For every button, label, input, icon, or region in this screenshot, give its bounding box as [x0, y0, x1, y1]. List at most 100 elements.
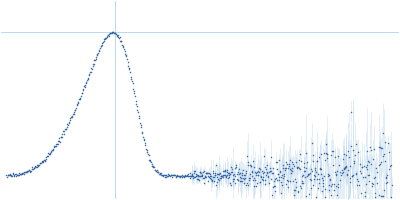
Point [272, 177, 278, 181]
Point [164, 174, 170, 177]
Point [279, 174, 285, 177]
Point [77, 97, 84, 100]
Point [381, 152, 387, 156]
Point [302, 169, 308, 172]
Point [220, 169, 226, 172]
Point [286, 163, 292, 166]
Point [244, 181, 250, 184]
Point [27, 170, 33, 173]
Point [335, 154, 341, 157]
Point [104, 35, 110, 39]
Point [61, 129, 68, 132]
Point [216, 173, 222, 176]
Point [29, 167, 36, 170]
Point [240, 168, 246, 172]
Point [227, 173, 233, 176]
Point [67, 117, 74, 120]
Point [60, 132, 67, 135]
Point [200, 170, 206, 174]
Point [105, 33, 111, 36]
Point [243, 171, 249, 175]
Point [273, 176, 280, 179]
Point [32, 165, 38, 169]
Point [362, 182, 369, 185]
Point [67, 118, 73, 122]
Point [241, 177, 247, 180]
Point [313, 170, 319, 173]
Point [216, 176, 223, 180]
Point [287, 167, 293, 171]
Point [297, 152, 304, 155]
Point [138, 130, 145, 133]
Point [114, 34, 120, 37]
Point [274, 161, 280, 164]
Point [51, 145, 57, 149]
Point [242, 176, 248, 179]
Point [229, 167, 235, 171]
Point [377, 146, 383, 149]
Point [332, 174, 339, 177]
Point [235, 179, 242, 182]
Point [254, 169, 261, 172]
Point [219, 174, 226, 177]
Point [141, 139, 148, 142]
Point [234, 171, 241, 174]
Point [191, 171, 197, 174]
Point [14, 174, 21, 177]
Point [217, 171, 223, 175]
Point [153, 168, 160, 171]
Point [197, 170, 203, 174]
Point [242, 169, 249, 173]
Point [146, 158, 152, 161]
Point [270, 171, 276, 174]
Point [42, 158, 48, 161]
Point [135, 111, 141, 114]
Point [346, 176, 353, 179]
Point [244, 155, 250, 158]
Point [278, 191, 285, 194]
Point [263, 172, 270, 175]
Point [340, 166, 347, 169]
Point [303, 194, 309, 197]
Point [240, 176, 246, 179]
Point [304, 175, 310, 178]
Point [380, 131, 386, 134]
Point [48, 149, 54, 153]
Point [199, 174, 206, 177]
Point [366, 161, 372, 164]
Point [180, 175, 186, 178]
Point [192, 175, 198, 179]
Point [319, 177, 326, 180]
Point [292, 160, 299, 164]
Point [220, 173, 227, 176]
Point [335, 182, 342, 185]
Point [364, 150, 370, 153]
Point [177, 175, 183, 179]
Point [157, 172, 163, 175]
Point [11, 175, 17, 178]
Point [8, 174, 15, 177]
Point [208, 178, 214, 181]
Point [144, 151, 150, 154]
Point [316, 177, 322, 181]
Point [351, 160, 358, 163]
Point [374, 171, 380, 174]
Point [215, 178, 222, 181]
Point [240, 181, 247, 184]
Point [192, 174, 199, 177]
Point [355, 179, 361, 182]
Point [347, 164, 354, 167]
Point [306, 172, 312, 175]
Point [177, 174, 184, 177]
Point [48, 150, 54, 154]
Point [378, 195, 384, 198]
Point [368, 162, 375, 165]
Point [334, 186, 341, 189]
Point [126, 66, 132, 69]
Point [26, 169, 32, 172]
Point [226, 171, 232, 174]
Point [262, 174, 269, 177]
Point [190, 176, 196, 180]
Point [213, 163, 219, 167]
Point [99, 41, 106, 44]
